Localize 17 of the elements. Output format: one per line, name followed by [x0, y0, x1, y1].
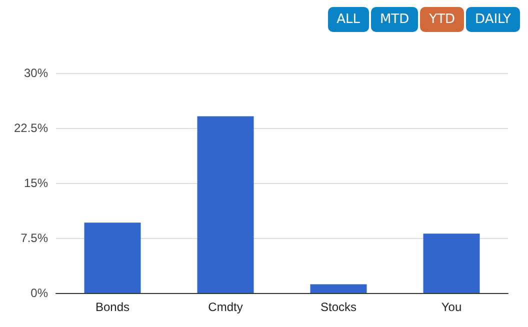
tab-button[interactable]: YTD: [420, 7, 464, 32]
y-tick-label: 30%: [24, 66, 48, 80]
x-tick-label: Bonds: [95, 300, 130, 314]
tab-button[interactable]: ALL: [328, 7, 369, 32]
x-tick-label: You: [441, 300, 462, 314]
bar: [310, 284, 367, 293]
y-tick-label: 22.5%: [14, 121, 48, 135]
y-tick-label: 7.5%: [20, 231, 48, 245]
x-tick-label: Stocks: [320, 300, 357, 314]
x-tick-label: Cmdty: [208, 300, 243, 314]
tab-button[interactable]: MTD: [370, 7, 418, 32]
bar: [423, 234, 480, 293]
y-tick-label: 15%: [24, 176, 48, 190]
tab-button[interactable]: DAILY: [466, 7, 520, 32]
bar: [84, 222, 141, 293]
y-tick-label: 0%: [30, 286, 48, 300]
bar: [197, 116, 254, 293]
